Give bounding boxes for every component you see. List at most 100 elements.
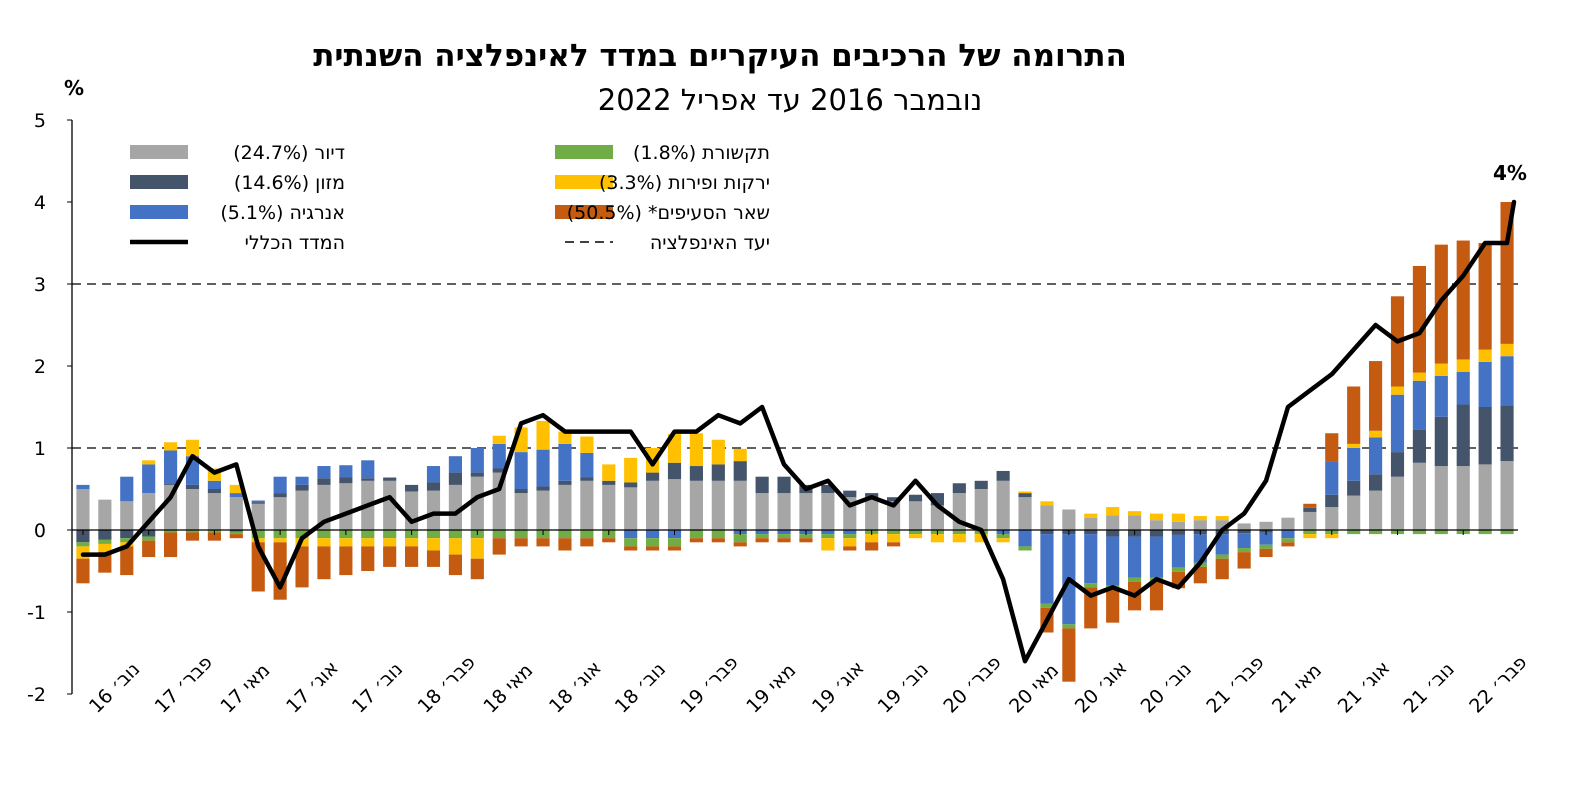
bar-segment — [1456, 466, 1470, 530]
bar-segment — [602, 480, 616, 485]
bar-segment — [317, 546, 331, 580]
bar-segment — [536, 538, 550, 547]
bar-segment — [799, 538, 813, 543]
bar-segment — [930, 505, 944, 530]
bar-segment — [1434, 416, 1448, 467]
bar-segment — [98, 530, 112, 540]
x-tick-label: אוג׳ 17 — [282, 657, 343, 718]
bar-segment — [1259, 521, 1273, 530]
bar-segment — [711, 480, 725, 530]
bar-segment — [448, 530, 462, 539]
bar-segment — [1106, 536, 1120, 586]
bar-segment — [1018, 530, 1032, 547]
bar-segment — [251, 530, 265, 539]
bar-segment — [558, 443, 572, 481]
bar-segment — [1084, 587, 1098, 629]
bar-segment — [1369, 361, 1383, 431]
general-index-line — [80, 199, 1517, 664]
bar-segment — [711, 538, 725, 543]
bar-segment — [1128, 577, 1142, 582]
bar-segment — [952, 534, 966, 543]
bar-segment — [1500, 202, 1514, 344]
bar-segment — [865, 542, 879, 551]
bar-segment — [1456, 240, 1470, 360]
bar-segment — [185, 489, 200, 530]
bar-segment — [1215, 534, 1229, 555]
bar-segment — [492, 530, 506, 539]
bar-segment — [1369, 530, 1383, 535]
y-tick-label: -2 — [27, 684, 46, 706]
bar-segment — [646, 448, 660, 473]
bar-segment — [1171, 530, 1185, 535]
bar-segment — [843, 546, 857, 551]
bar-segment — [711, 439, 725, 465]
bar-segment — [448, 538, 462, 555]
legend-swatch — [130, 205, 188, 219]
bar-segment — [361, 460, 375, 479]
bar-segment — [339, 546, 353, 576]
bar-segment — [426, 490, 441, 530]
bar-segment — [1084, 513, 1098, 518]
x-tick-label: אוג׳ 18 — [545, 657, 606, 718]
bar-segment — [1171, 567, 1185, 572]
bar-segment — [98, 499, 112, 530]
bar-segment — [1303, 511, 1317, 530]
bar-segment — [1171, 521, 1185, 530]
bar-segment — [1478, 361, 1492, 407]
bar-segment — [1259, 548, 1273, 558]
bar-segment — [470, 448, 484, 473]
x-tick-label: מאי 21 — [1268, 659, 1326, 717]
bar-segment — [1369, 430, 1383, 438]
bar-segment — [1128, 515, 1142, 530]
x-tick-label: פבר׳ 17 — [151, 651, 217, 717]
bar-segment — [492, 468, 506, 473]
bar-segment — [1237, 548, 1251, 553]
bar-segment — [1478, 243, 1492, 350]
bar-segment — [646, 480, 660, 530]
x-tick-label: פבר׳ 18 — [414, 651, 480, 717]
bar-segment — [1149, 520, 1164, 530]
bar-segment — [1106, 507, 1120, 516]
bar-segment — [908, 530, 923, 535]
bar-segment — [755, 493, 769, 530]
x-tick-label: פבר׳ 20 — [939, 651, 1005, 717]
bar-segment — [295, 546, 309, 588]
bar-segment — [1500, 405, 1514, 462]
bar-segment — [646, 472, 660, 481]
bar-segment — [667, 538, 682, 547]
y-tick-label: 4 — [34, 192, 46, 214]
legend-swatch — [555, 175, 613, 189]
bar-segment — [1281, 538, 1295, 543]
x-tick-label: פבר׳ 21 — [1202, 651, 1268, 717]
bar-segment — [207, 489, 221, 494]
bar-segment — [1347, 495, 1361, 530]
bar-segment — [251, 500, 265, 503]
bar-segment — [514, 538, 528, 547]
bar-segment — [1149, 513, 1164, 521]
bar-segment — [930, 534, 944, 543]
bar-segment — [580, 530, 594, 539]
bar-segment — [295, 476, 309, 485]
bar-segment — [1215, 554, 1229, 559]
bar-segment — [536, 486, 550, 491]
bar-segment — [1369, 474, 1383, 491]
bar-segment — [733, 534, 747, 543]
bar-segment — [164, 532, 178, 558]
bar-segment — [536, 449, 550, 487]
bar-segment — [405, 484, 419, 492]
bar-segment — [974, 489, 988, 530]
bar-segment — [164, 442, 178, 451]
bar-segment — [821, 534, 835, 539]
legend-swatch — [130, 145, 188, 159]
bar-segment — [1281, 530, 1295, 539]
bar-segment — [1303, 507, 1317, 512]
y-tick-label: -1 — [27, 602, 46, 624]
bar-segment — [448, 456, 462, 473]
legend-label: מזון (14.6%) — [234, 172, 345, 194]
bar-segment — [1149, 530, 1164, 537]
bar-segment — [646, 530, 660, 539]
bar-segment — [1434, 363, 1448, 376]
bar-segment — [1456, 404, 1470, 467]
bar-segment — [295, 484, 309, 491]
